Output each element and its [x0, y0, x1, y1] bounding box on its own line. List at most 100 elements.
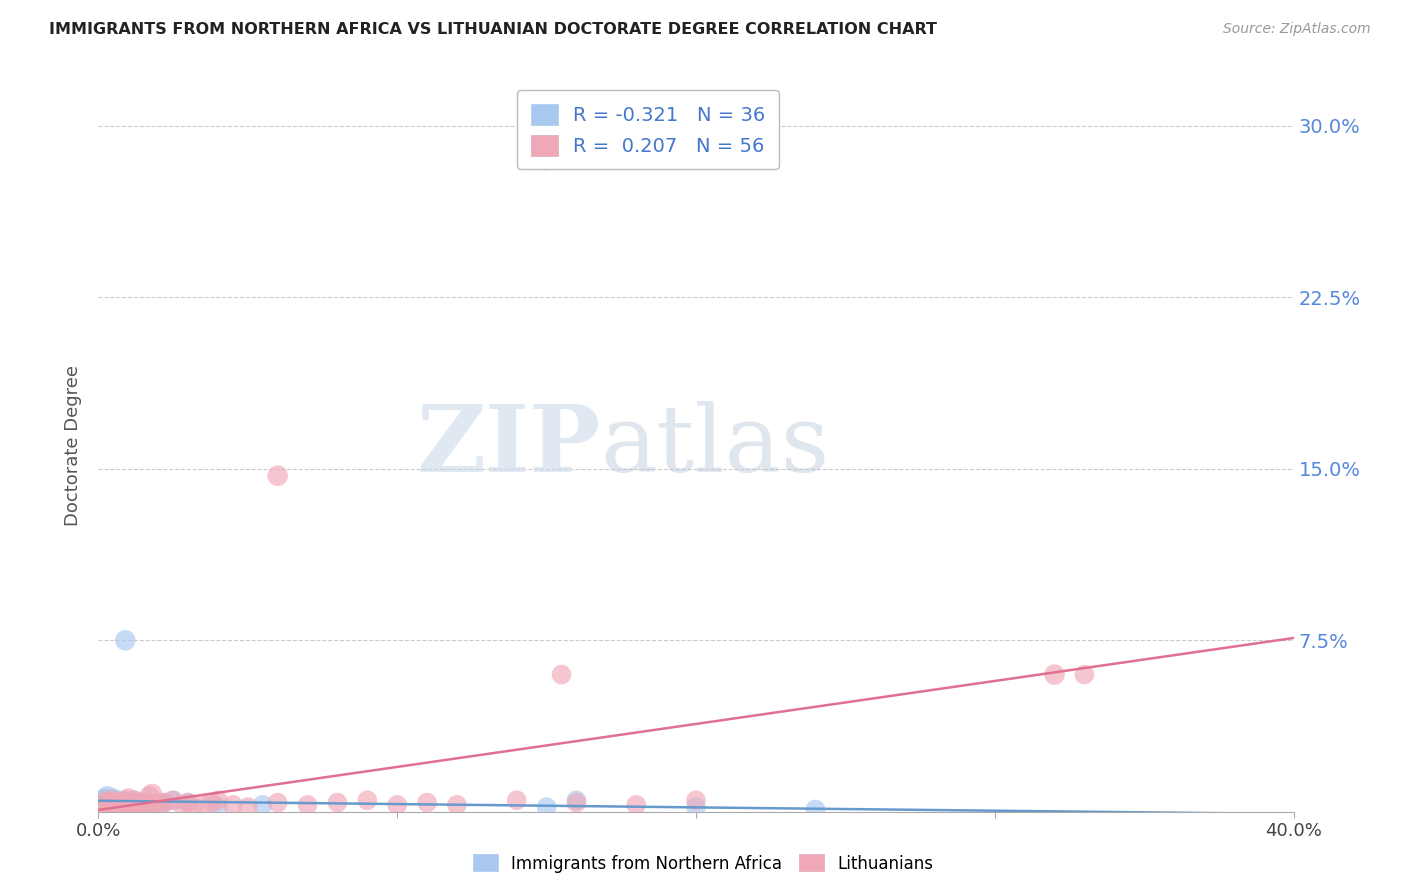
Text: ZIP: ZIP — [416, 401, 600, 491]
Point — [236, 800, 259, 814]
Point — [536, 153, 558, 168]
Point — [141, 797, 163, 812]
Point — [96, 793, 118, 807]
Point — [153, 796, 176, 810]
Point — [103, 796, 125, 810]
Point — [183, 800, 205, 814]
Point — [267, 468, 290, 483]
Point — [105, 796, 128, 810]
Point — [114, 797, 136, 812]
Point — [114, 793, 136, 807]
Point — [1043, 667, 1066, 681]
Point — [267, 796, 290, 810]
Point — [135, 797, 157, 812]
Point — [150, 797, 173, 812]
Point — [111, 796, 134, 810]
Point — [207, 793, 229, 807]
Point — [207, 800, 229, 814]
Point — [416, 796, 439, 810]
Point — [446, 797, 468, 812]
Point — [297, 797, 319, 812]
Point — [98, 793, 122, 807]
Point — [201, 796, 224, 810]
Point — [162, 793, 184, 807]
Point — [105, 793, 128, 807]
Text: atlas: atlas — [600, 401, 830, 491]
Point — [536, 800, 558, 814]
Point — [111, 797, 134, 812]
Point — [108, 796, 131, 810]
Point — [148, 796, 170, 810]
Point — [129, 797, 152, 812]
Point — [98, 796, 122, 810]
Point — [90, 793, 112, 807]
Point — [98, 797, 122, 812]
Point — [685, 793, 707, 807]
Point — [326, 796, 349, 810]
Point — [96, 789, 118, 803]
Point — [135, 796, 157, 810]
Point — [124, 797, 146, 812]
Point — [162, 793, 184, 807]
Point — [177, 796, 200, 810]
Point — [143, 797, 166, 812]
Point — [127, 797, 149, 812]
Point — [153, 796, 176, 810]
Point — [120, 796, 142, 810]
Point — [252, 797, 274, 812]
Point — [93, 796, 115, 810]
Point — [90, 797, 112, 812]
Point — [222, 797, 245, 812]
Point — [105, 797, 128, 812]
Point — [138, 789, 160, 803]
Point — [111, 800, 134, 814]
Point — [626, 797, 648, 812]
Point — [96, 796, 118, 810]
Point — [103, 797, 125, 812]
Point — [96, 797, 118, 812]
Point — [141, 787, 163, 801]
Text: IMMIGRANTS FROM NORTHERN AFRICA VS LITHUANIAN DOCTORATE DEGREE CORRELATION CHART: IMMIGRANTS FROM NORTHERN AFRICA VS LITHU… — [49, 22, 938, 37]
Point — [103, 793, 125, 807]
Point — [114, 793, 136, 807]
Point — [117, 791, 139, 805]
Text: Source: ZipAtlas.com: Source: ZipAtlas.com — [1223, 22, 1371, 37]
Point — [132, 796, 155, 810]
Point — [103, 791, 125, 805]
Point — [111, 800, 134, 814]
Point — [177, 796, 200, 810]
Point — [105, 800, 128, 814]
Point — [124, 793, 146, 807]
Point — [120, 797, 142, 812]
Legend: R = -0.321   N = 36, R =  0.207   N = 56: R = -0.321 N = 36, R = 0.207 N = 56 — [517, 90, 779, 169]
Legend: Immigrants from Northern Africa, Lithuanians: Immigrants from Northern Africa, Lithuan… — [467, 847, 939, 880]
Point — [1073, 667, 1095, 681]
Point — [385, 797, 409, 812]
Point — [93, 791, 115, 805]
Y-axis label: Doctorate Degree: Doctorate Degree — [65, 366, 83, 526]
Point — [120, 796, 142, 810]
Point — [565, 793, 588, 807]
Point — [98, 800, 122, 814]
Point — [124, 793, 146, 807]
Point — [96, 797, 118, 812]
Point — [685, 800, 707, 814]
Point — [103, 800, 125, 814]
Point — [132, 797, 155, 812]
Point — [172, 797, 194, 812]
Point — [108, 796, 131, 810]
Point — [108, 797, 131, 812]
Point — [127, 797, 149, 812]
Point — [129, 796, 152, 810]
Point — [114, 633, 136, 648]
Point — [506, 793, 529, 807]
Point — [117, 796, 139, 810]
Point — [804, 802, 827, 816]
Point — [356, 793, 378, 807]
Point — [108, 797, 131, 812]
Point — [550, 667, 572, 681]
Point — [114, 797, 136, 812]
Point — [565, 796, 588, 810]
Point — [191, 797, 214, 812]
Point — [93, 796, 115, 810]
